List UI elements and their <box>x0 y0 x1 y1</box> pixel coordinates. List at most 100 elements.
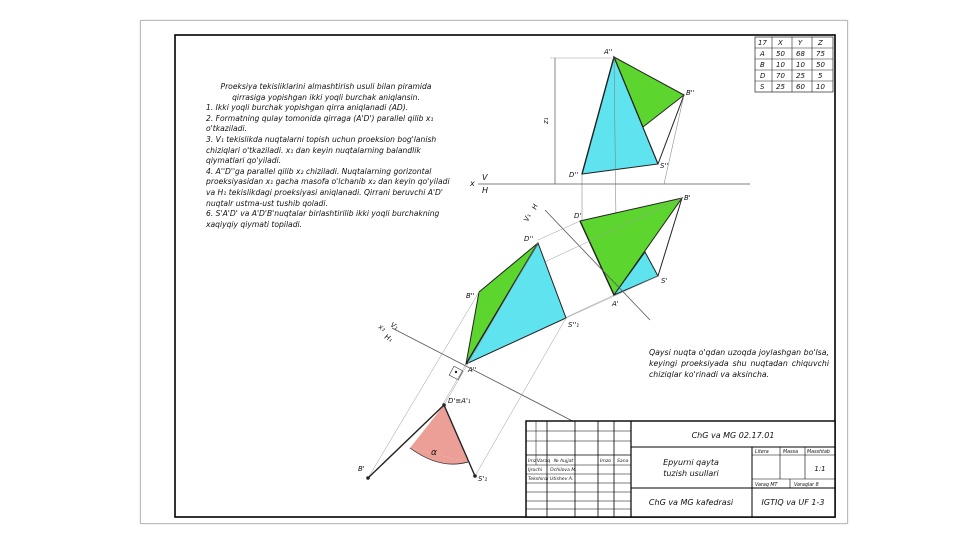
tb-col-varaq: Varaq <box>537 458 550 464</box>
table-cell: A <box>759 50 765 58</box>
instructions-intro: Proeksiya tekisliklarini almashtirish us… <box>220 82 432 102</box>
tb-role2: Tekshirdi <box>528 476 549 482</box>
label-b1: B' <box>684 194 691 202</box>
angle-arc <box>409 447 469 465</box>
x-axis-label: x <box>469 179 475 188</box>
instruction-step: 3. V₁ tekislikda nuqtalarni topish uchun… <box>206 134 437 166</box>
tb-code: ChG va MG 02.17.01 <box>692 431 775 440</box>
tb-col-imz: Imz <box>528 458 537 464</box>
edge-b2-s2 <box>657 94 685 165</box>
table-cell: 50 <box>776 50 785 58</box>
table-cell: 10 <box>776 61 785 69</box>
tb-col-imzo: Imzo <box>600 458 611 464</box>
tb-person1: Ochilova M. <box>550 467 577 473</box>
label-b-true: B' <box>358 465 365 473</box>
right-angle-dot <box>454 370 458 374</box>
z1-label: z₁ <box>542 117 550 125</box>
proj-line-a <box>613 56 617 221</box>
label-s1: S' <box>661 277 667 285</box>
label-s2: S'' <box>660 162 668 170</box>
label-alpha: α <box>431 448 437 458</box>
proj-s-to-v1 <box>565 275 659 319</box>
edge-d1-a1 <box>579 220 615 296</box>
coordinate-table: 17 X Y Z A 50 68 75 B 10 10 50 D 70 25 5… <box>754 36 834 93</box>
label-a4: A'' <box>467 366 477 374</box>
inner-frame <box>174 34 836 518</box>
h-label: H <box>482 186 488 195</box>
label-a2: A'' <box>603 48 613 56</box>
point-s-true <box>473 474 477 478</box>
x1-axis-line <box>544 209 651 321</box>
table-cell: 5 <box>818 72 823 80</box>
edge-b1-s1 <box>657 197 683 277</box>
table-cell: 70 <box>776 72 785 80</box>
tb-col-sana: Sana <box>617 458 629 464</box>
table-cell: 60 <box>796 83 805 91</box>
proj-line-b <box>663 94 685 185</box>
edge-a2-d2 <box>581 56 615 175</box>
proj-a-to-h1 <box>442 363 467 405</box>
x2-label: x₂ <box>376 322 387 333</box>
table-header-z: Z <box>817 39 823 47</box>
label-d2: D'' <box>569 171 578 179</box>
visibility-note: Qaysi nuqta o'qdan uzoqda joylashgan bo'… <box>649 348 829 380</box>
tb-varaqlar: Varaqlar 8 <box>794 482 819 488</box>
label-d1: D' <box>574 212 581 220</box>
proj-d-to-h1 <box>443 242 539 406</box>
point-b-true <box>366 476 370 480</box>
point-da <box>442 403 446 407</box>
instruction-step: 6. S'A'D' va A'D'B'nuqtalar birlashtiril… <box>206 209 440 229</box>
table-cell: 75 <box>816 50 825 58</box>
proj-b-to-h1 <box>367 291 480 479</box>
proj-d-to-v1 <box>537 220 581 241</box>
v1b-label: V₁ <box>389 321 400 332</box>
table-cell: 68 <box>796 50 805 58</box>
label-a1: A' <box>611 300 619 308</box>
label-b4: B'' <box>466 292 475 300</box>
tb-group: IGTIQ va UF 1-3 <box>762 498 825 507</box>
label-b2: B'' <box>686 89 695 97</box>
h1b-label: H₁ <box>383 333 394 344</box>
table-header-y: Y <box>798 39 803 47</box>
title-block: Imz Varaq № hujjat Imzo Sana Ijrochi Och… <box>525 420 836 518</box>
label-s4: S''₁ <box>568 321 579 329</box>
tb-massa: Massa <box>783 449 798 455</box>
true-edge-b <box>367 404 445 479</box>
instruction-step: 1. Ikki yoqli burchak yopishgan qirra an… <box>206 103 409 113</box>
instructions-text: Proeksiya tekisliklarini almashtirish us… <box>206 82 456 230</box>
v1-axis-label: V₁ <box>522 213 532 223</box>
table-cell: 10 <box>796 61 805 69</box>
table-header-num: 17 <box>758 39 767 47</box>
tb-col-hujjat: № hujjat <box>553 458 573 464</box>
tb-department: ChG va MG kafedrasi <box>649 498 734 507</box>
edge-d4-a4 <box>465 242 539 365</box>
table-header-x: X <box>777 39 783 47</box>
tb-masshtab: Masshtab <box>807 449 830 455</box>
instruction-step: 2. Formatning qulay tomonida qirraga (A'… <box>206 113 434 134</box>
table-cell: 25 <box>796 72 805 80</box>
label-s-true: S'₁ <box>478 475 487 483</box>
v-label: V <box>482 173 488 182</box>
true-edge-s <box>443 404 476 477</box>
label-d4: D'' <box>524 235 533 243</box>
x2-axis-line <box>391 327 591 431</box>
tb-role1: Ijrochi <box>528 467 543 473</box>
tb-person2: Utishev A. <box>550 476 573 482</box>
tb-title-line1: Epyurni qayta <box>663 458 719 467</box>
table-cell: 50 <box>816 61 825 69</box>
tb-title-line2: tuzish usullari <box>663 469 719 478</box>
proj-s-to-h1 <box>474 317 567 477</box>
tb-varaq: Varaq MT <box>755 482 779 488</box>
dihedral-angle-fill <box>410 405 468 462</box>
instruction-step: 4. A''D''ga parallel qilib x₂ chiziladi.… <box>206 166 450 208</box>
right-angle-marker <box>448 365 464 381</box>
label-da-true: D'≡A'₁ <box>448 397 471 405</box>
edge-a2-s2 <box>613 56 659 165</box>
tb-scale: 1:1 <box>814 465 825 473</box>
table-cell: S <box>760 83 765 91</box>
table-cell: B <box>760 61 765 69</box>
horizontal-face-cyan <box>612 251 659 297</box>
tb-litera: Litera <box>755 449 769 455</box>
table-cell: D <box>760 72 766 80</box>
